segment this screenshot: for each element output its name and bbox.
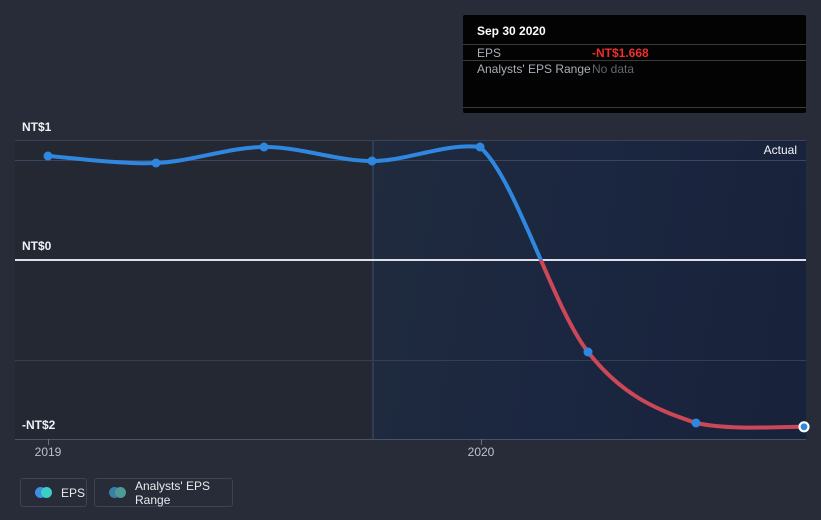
gridline-minus-nt1 [15,360,806,361]
legend-range-label: Analysts' EPS Range [135,478,210,507]
y-axis-label-nt0: NT$0 [22,239,52,253]
tooltip-eps-value: -NT$1.668 [592,45,649,60]
eps-teal-dot-icon [41,487,52,498]
gridline-nt1 [15,160,806,161]
gridline-zero [15,259,806,261]
legend-eps-label: EPS [61,485,86,500]
x-axis-label-2019: 2019 [34,445,62,459]
tooltip-range-row: Analysts' EPS Range No data [463,61,806,76]
legend-toggle-eps[interactable]: EPS [20,478,87,507]
tooltip-range-value: No data [592,61,635,76]
tooltip-date-title: Sep 30 2020 [477,24,546,38]
range-teal-dot-icon [115,487,126,498]
tooltip-separator [463,44,806,45]
x-tick-2019 [48,439,49,445]
tooltip-eps-row: EPS -NT$1.668 [463,45,806,60]
eps-legend-icon [35,487,52,498]
actual-annotation-label: Actual [763,143,797,157]
y-axis-label-nt1: NT$1 [22,120,52,134]
tooltip-eps-label: EPS [477,45,502,60]
x-axis-label-2020: 2020 [467,445,495,459]
x-tick-2020 [481,439,482,445]
y-axis-label-minus-nt2: -NT$2 [22,418,56,432]
plot-region-past [15,140,373,439]
x-axis-line [15,439,806,440]
eps-blue-dot-icon [35,487,46,498]
plot-region-recent [373,140,806,439]
tooltip-separator [463,107,806,108]
range-blue-dot-icon [109,487,120,498]
plot-region-divider [372,140,374,439]
tooltip-range-label: Analysts' EPS Range [477,61,591,76]
hover-tooltip: Sep 30 2020 EPS -NT$1.668 Analysts' EPS … [463,15,806,113]
range-legend-icon [109,487,126,498]
tooltip-separator [463,60,806,61]
legend-toggle-analysts-eps-range[interactable]: Analysts' EPS Range [94,478,233,507]
gridline-top [15,140,806,141]
